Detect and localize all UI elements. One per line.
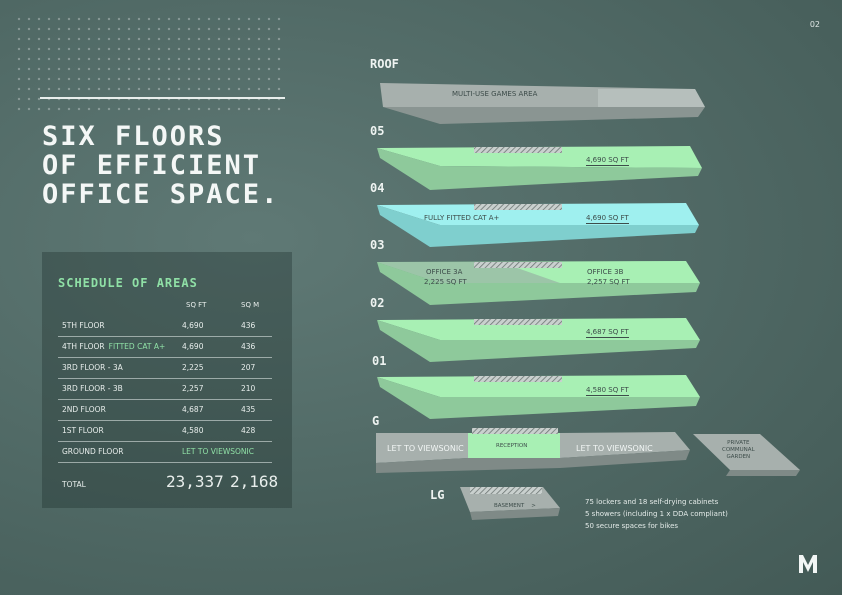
row-sqft: 2,225 bbox=[182, 363, 204, 372]
page-number: 02 bbox=[809, 20, 820, 29]
schedule-row: 1ST FLOOR 4,580 428 bbox=[58, 421, 272, 442]
office-3b-name: OFFICE 3B bbox=[587, 268, 624, 276]
basement-label: BASEMENT > bbox=[494, 503, 536, 509]
total-sqft: 23,337 bbox=[166, 472, 224, 491]
floor-label-04: 04 bbox=[370, 181, 385, 195]
schedule-row: 5TH FLOOR 4,690 436 bbox=[58, 316, 272, 337]
floor-01-slab bbox=[377, 375, 700, 419]
schedule-total: TOTAL 23,337 2,168 bbox=[58, 472, 278, 496]
row-sqft: 4,690 bbox=[182, 342, 204, 351]
reception-label: RECEPTION bbox=[496, 443, 528, 449]
roof-text: MULTI-USE GAMES AREA bbox=[452, 90, 538, 98]
facility-item: 50 secure spaces for bikes bbox=[585, 522, 679, 530]
floor-label-05: 05 bbox=[370, 124, 385, 138]
ground-right-tenant: LET TO VIEWSONIC bbox=[576, 444, 653, 453]
row-sqft: 4,687 bbox=[182, 405, 204, 414]
schedule-row: 3RD FLOOR - 3B 2,257 210 bbox=[58, 379, 272, 400]
floor-label-g: G bbox=[372, 414, 380, 428]
row-label: GROUND FLOOR bbox=[62, 447, 124, 456]
ground-left-tenant: LET TO VIEWSONIC bbox=[387, 444, 464, 453]
floor-02-slab bbox=[377, 318, 700, 362]
facility-item: 5 showers (including 1 x DDA compliant) bbox=[585, 510, 728, 518]
schedule-title: SCHEDULE OF AREAS bbox=[58, 276, 198, 290]
floor-04-text: FULLY FITTED CAT A+ bbox=[424, 214, 500, 222]
row-sqm: 435 bbox=[241, 405, 256, 414]
row-sqft: 2,257 bbox=[182, 384, 204, 393]
headline-line-2: OF EFFICIENT bbox=[42, 150, 262, 181]
fitted-tag: FITTED CAT A+ bbox=[108, 342, 166, 351]
office-3a-name: OFFICE 3A bbox=[426, 268, 463, 276]
floor-04-area: 4,690 SQ FT bbox=[586, 214, 629, 224]
row-sqm: 436 bbox=[241, 342, 256, 351]
floor-label-02: 02 bbox=[370, 296, 385, 310]
floor-01-area: 4,580 SQ FT bbox=[586, 386, 629, 396]
row-sqft: 4,690 bbox=[182, 321, 204, 330]
floor-03-slab bbox=[377, 261, 700, 305]
garden-label: PRIVATE COMMUNAL GARDEN bbox=[722, 440, 755, 460]
floor-label-lg: LG bbox=[430, 488, 445, 502]
ground-value: LET TO VIEWSONIC bbox=[182, 447, 254, 456]
floor-lg-slab bbox=[460, 487, 560, 520]
headline-line-1: SIX FLOORS bbox=[42, 121, 225, 152]
m-logo-icon bbox=[799, 555, 817, 573]
floor-02-area: 4,687 SQ FT bbox=[586, 328, 629, 338]
office-3b-area: 2,257 SQ FT bbox=[587, 278, 630, 286]
row-label: 2ND FLOOR bbox=[62, 405, 106, 414]
headline: SIX FLOORS OF EFFICIENT OFFICE SPACE. bbox=[42, 122, 279, 209]
floor-g-slab bbox=[376, 428, 800, 476]
total-sqm: 2,168 bbox=[230, 472, 279, 491]
row-label: 1ST FLOOR bbox=[62, 426, 104, 435]
row-sqm: 207 bbox=[241, 363, 256, 372]
row-label: 3RD FLOOR - 3A bbox=[62, 363, 123, 372]
sqm-column-header: SQ M bbox=[241, 301, 260, 309]
schedule-row: 4TH FLOOR FITTED CAT A+ 4,690 436 bbox=[58, 337, 272, 358]
floor-label-roof: ROOF bbox=[370, 57, 399, 71]
title-rule bbox=[40, 97, 285, 99]
row-label: 4TH FLOOR FITTED CAT A+ bbox=[62, 342, 166, 351]
arrow-icon: > bbox=[531, 503, 536, 509]
office-3a-area: 2,225 SQ FT bbox=[424, 278, 467, 286]
schedule-row-ground: GROUND FLOOR LET TO VIEWSONIC bbox=[58, 442, 272, 463]
schedule-row: 2ND FLOOR 4,687 435 bbox=[58, 400, 272, 421]
headline-line-3: OFFICE SPACE. bbox=[42, 179, 280, 210]
row-sqft: 4,580 bbox=[182, 426, 204, 435]
floor-roof-slab bbox=[380, 83, 705, 124]
facilities-list: 75 lockers and 18 self-drying cabinets 5… bbox=[585, 496, 728, 532]
floor-05-area: 4,690 SQ FT bbox=[586, 156, 629, 166]
row-label: 5TH FLOOR bbox=[62, 321, 105, 330]
dot-pattern bbox=[14, 14, 286, 112]
schedule-row: 3RD FLOOR - 3A 2,225 207 bbox=[58, 358, 272, 379]
floor-label-03: 03 bbox=[370, 238, 385, 252]
sqft-column-header: SQ FT bbox=[186, 301, 207, 309]
facility-item: 75 lockers and 18 self-drying cabinets bbox=[585, 498, 719, 506]
floor-05-slab bbox=[377, 146, 702, 190]
floor-label-01: 01 bbox=[372, 354, 387, 368]
schedule-of-areas-panel: SCHEDULE OF AREAS SQ FT SQ M 5TH FLOOR 4… bbox=[42, 252, 292, 508]
row-label: 3RD FLOOR - 3B bbox=[62, 384, 123, 393]
row-sqm: 210 bbox=[241, 384, 256, 393]
row-sqm: 436 bbox=[241, 321, 256, 330]
total-label: TOTAL bbox=[62, 480, 86, 489]
floor-04-slab bbox=[377, 203, 699, 247]
row-sqm: 428 bbox=[241, 426, 256, 435]
